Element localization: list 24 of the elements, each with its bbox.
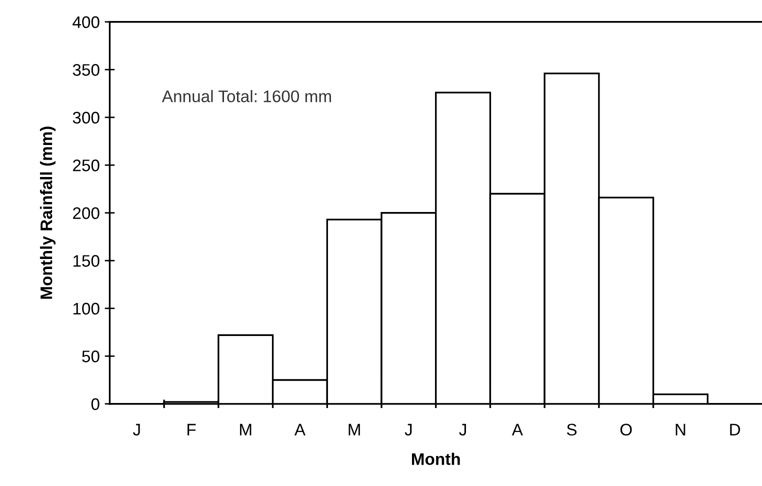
x-tick-label: J xyxy=(404,424,412,436)
y-tick-label: 0 xyxy=(91,398,100,410)
x-tick-label: A xyxy=(294,424,306,436)
x-tick-label: F xyxy=(188,424,196,436)
y-tick-label: 400 xyxy=(72,16,100,28)
x-tick-label: J xyxy=(133,424,140,436)
x-tick-label: N xyxy=(676,424,686,436)
x-tick-label: O xyxy=(620,424,632,436)
y-tick-label: 250 xyxy=(73,160,100,172)
y-tick-label: 200 xyxy=(73,207,100,220)
x-tick-label: S xyxy=(566,424,577,436)
y-tick-label: 50 xyxy=(82,350,100,362)
x-tick-label: M xyxy=(348,424,360,436)
x-tick-label: J xyxy=(459,424,466,436)
y-tick-label: 150 xyxy=(73,255,100,267)
y-tick-label: 300 xyxy=(72,112,100,124)
x-tick-label: A xyxy=(512,424,523,436)
annotation: Annual Total: 1600 mm xyxy=(162,90,331,102)
x-tick-label: D xyxy=(730,424,740,436)
x-tick-label: M xyxy=(240,424,252,436)
y-tick-label: 100 xyxy=(73,302,100,315)
y-axis-title: Monthly Rainfall (mm) xyxy=(40,126,56,299)
y-tick-label: 350 xyxy=(72,64,100,76)
x-axis-title: Month xyxy=(412,452,460,465)
